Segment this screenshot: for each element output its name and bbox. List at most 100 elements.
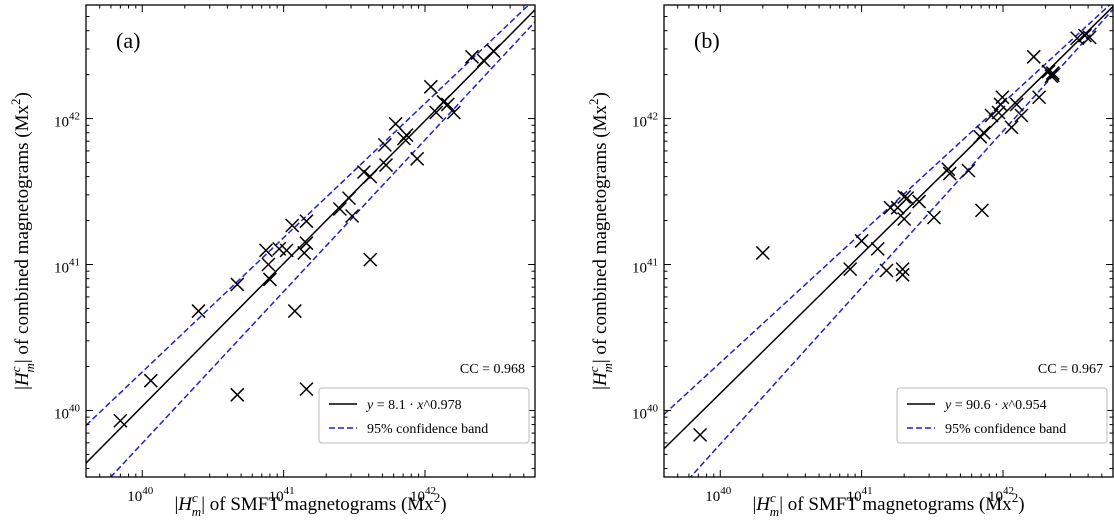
data-point xyxy=(991,105,1006,120)
legend-box xyxy=(318,387,530,444)
data-point xyxy=(440,97,455,112)
legend-band-label: 95% confidence band xyxy=(945,422,1066,437)
x-axis-label: |Hc m| of SMFT magnetograms (Mx2) xyxy=(752,490,1024,519)
data-point xyxy=(388,116,403,131)
data-point xyxy=(897,189,912,205)
data-point xyxy=(879,263,894,278)
data-point xyxy=(299,214,314,229)
legend-fit-label: y = 90.6 · x^0.954 xyxy=(943,398,1047,413)
data-point xyxy=(926,210,942,225)
data-point xyxy=(941,162,956,177)
data-point xyxy=(1070,31,1085,46)
data-point xyxy=(143,373,158,388)
data-point xyxy=(230,387,245,402)
legend-band-label: 95% confidence band xyxy=(367,422,488,437)
data-point xyxy=(258,243,273,258)
data-point xyxy=(976,125,991,140)
data-point xyxy=(984,108,999,123)
data-point xyxy=(843,262,858,277)
data-point xyxy=(1009,97,1024,112)
fit-line xyxy=(86,9,535,464)
data-point xyxy=(285,218,300,233)
data-point xyxy=(113,413,128,428)
data-point xyxy=(230,277,245,292)
data-point xyxy=(693,427,708,442)
data-point xyxy=(464,49,480,64)
data-point xyxy=(191,304,206,319)
confidence-band-upper xyxy=(664,5,1111,415)
data-point xyxy=(1032,90,1047,105)
y-axis-label: |Hcm| of combined magnetograms (Mx2) xyxy=(8,92,37,390)
x-axis-label: |Hc m| of SMFT magnetograms (Mx2) xyxy=(174,490,446,519)
legend: y = 90.6 · x^0.954 95% confidence band xyxy=(896,387,1108,444)
x-tick-label: 1041 xyxy=(847,485,873,505)
data-point xyxy=(399,128,414,143)
data-point xyxy=(895,262,910,277)
confidence-band-lower xyxy=(689,8,1113,477)
data-point xyxy=(429,105,444,120)
data-point xyxy=(1082,30,1097,45)
data-point xyxy=(755,245,770,260)
y-axis-label: |Hcm| of combined magnetograms (Mx2) xyxy=(586,92,615,390)
data-point xyxy=(854,233,869,248)
data-point xyxy=(261,257,276,272)
x-tick-label: 1042 xyxy=(410,485,436,505)
x-tick-label: 1040 xyxy=(127,485,154,505)
data-point xyxy=(262,272,277,287)
data-point xyxy=(1026,49,1041,64)
data-point xyxy=(287,304,302,319)
y-tick-label: 1042 xyxy=(54,111,80,131)
legend-box xyxy=(896,387,1108,444)
data-point xyxy=(363,169,378,184)
data-point xyxy=(1077,28,1092,43)
data-point xyxy=(974,203,989,218)
correlation-coefficient: CC = 0.967 xyxy=(1038,362,1103,377)
chart-panel-b: 1040 1041 1042 1040 1041 1042 (b) CC = 0.967 y =… xyxy=(586,4,1114,519)
data-point xyxy=(870,241,885,256)
axes-frame xyxy=(85,4,536,478)
plot-area xyxy=(86,5,535,477)
data-point xyxy=(912,194,927,209)
data-point xyxy=(1045,68,1060,83)
data-point xyxy=(446,105,461,120)
data-point xyxy=(299,236,314,251)
data-point xyxy=(410,151,425,166)
data-point xyxy=(995,90,1010,105)
data-point xyxy=(299,382,314,397)
x-tick-label: 1041 xyxy=(269,485,295,505)
data-point xyxy=(883,200,898,215)
data-point xyxy=(900,191,915,206)
legend: y = 8.1 · x^0.978 95% confidence band xyxy=(318,387,530,444)
data-point xyxy=(363,252,378,267)
data-point xyxy=(423,79,438,94)
data-point xyxy=(341,191,357,206)
data-point xyxy=(961,163,976,178)
y-tick-label: 1040 xyxy=(632,402,659,422)
y-tick-label: 1041 xyxy=(632,257,658,277)
axes-frame xyxy=(663,4,1114,478)
data-point xyxy=(378,158,394,173)
fit-line xyxy=(664,6,1113,450)
y-tick-label: 1041 xyxy=(54,257,80,277)
chart-panel-a: 1040 1041 1042 1040 1041 1042 (a) CC = 0.968 y =… xyxy=(8,4,536,519)
panel-label: (b) xyxy=(694,28,720,53)
data-point xyxy=(942,166,957,181)
data-point xyxy=(895,267,910,282)
x-tick-label: 1042 xyxy=(988,485,1014,505)
y-tick-label: 1040 xyxy=(54,402,81,422)
data-point xyxy=(297,245,312,260)
confidence-band-upper xyxy=(86,5,530,426)
plot-area xyxy=(664,5,1113,477)
data-point xyxy=(377,137,392,152)
data-point xyxy=(356,165,371,180)
data-point xyxy=(345,208,360,224)
data-point xyxy=(332,201,347,217)
data-point xyxy=(486,44,501,59)
panel-label: (a) xyxy=(116,28,140,53)
data-point xyxy=(897,211,912,227)
data-point xyxy=(279,243,294,258)
confidence-band-lower xyxy=(109,21,535,477)
data-point xyxy=(1014,108,1029,123)
correlation-coefficient: CC = 0.968 xyxy=(460,362,525,377)
